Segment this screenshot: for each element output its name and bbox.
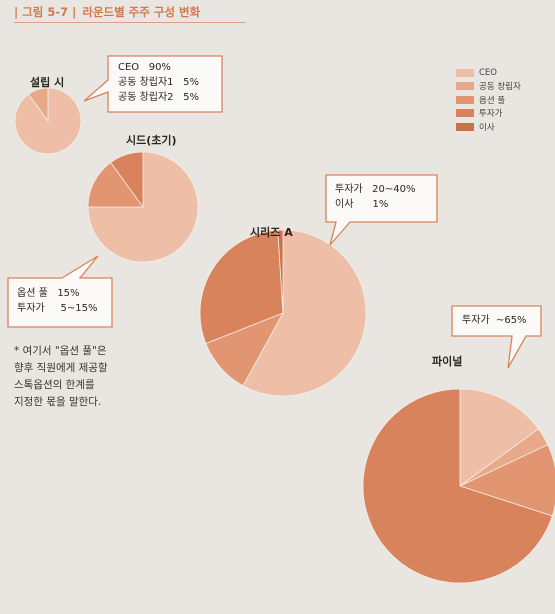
legend-label: 옵션 풀	[479, 95, 506, 106]
pie-title-final: 파이널	[432, 355, 463, 368]
callout-line: 공동 창립자2 5%	[118, 92, 199, 103]
pie-slice-3-CEO	[242, 229, 367, 397]
pie-slice-3-투자가	[199, 229, 284, 345]
figure-number: 그림 5-7	[22, 5, 69, 19]
pie-title-seed: 시드(초기)	[126, 134, 177, 147]
figure-title: | 그림 5-7 | 라운드별 주주 구성 변화	[14, 4, 200, 20]
legend-label: 투자가	[479, 109, 503, 120]
callout-line: 투자가 ~65%	[462, 315, 527, 326]
pie-title-founding: 설립 시	[30, 76, 65, 89]
legend-swatch	[456, 68, 474, 77]
pie-slice-2-투자가	[110, 151, 144, 209]
legend-item-investor: 투자가	[456, 107, 521, 121]
legend-swatch	[456, 109, 474, 118]
footnote-line: 지정한 몫을 말한다.	[14, 396, 102, 408]
legend-swatch	[456, 122, 474, 131]
pie-slice-4-옵션-풀	[458, 444, 555, 517]
footnote-line: 향후 직원에게 제공할	[14, 362, 108, 374]
figure-title-text: 라운드별 주주 구성 변화	[82, 5, 201, 19]
callout-line: 이사 1%	[335, 199, 389, 210]
footnote: * 여기서 "옵션 풀"은 향후 직원에게 제공할 스톡옵션의 한계를 지정한 …	[14, 343, 108, 411]
legend-item-option-pool: 옵션 풀	[456, 93, 521, 107]
callout-founding-text: CEO 90% 공동 창립자1 5% 공동 창립자2 5%	[118, 60, 199, 105]
title-separator: |	[72, 5, 77, 19]
callout-series-a-text: 투자가 20~40% 이사 1%	[335, 182, 415, 212]
callout-founding-box	[83, 55, 223, 113]
legend-item-director: 이사	[456, 120, 521, 134]
callout-line: 투자가 5~15%	[17, 303, 98, 314]
legend-swatch	[456, 95, 474, 104]
callout-seed-text: 옵션 풀 15% 투자가 5~15%	[17, 286, 97, 316]
callout-line: 투자가 20~40%	[335, 184, 416, 195]
pie-slice-3-이사	[277, 229, 284, 314]
callout-line: 옵션 풀 15%	[17, 288, 80, 299]
pie-slice-1-공동-창립자	[28, 87, 49, 123]
legend-label: CEO	[479, 67, 497, 78]
legend-label: 공동 창립자	[479, 82, 521, 93]
legend-swatch	[456, 82, 474, 91]
pie-slice-2-옵션-풀	[87, 161, 144, 208]
pie-slice-4-투자가	[362, 388, 553, 584]
footnote-line: 스톡옵션의 한계를	[14, 379, 95, 391]
callout-final-text: 투자가 ~65%	[462, 313, 527, 328]
footnote-line: * 여기서 "옵션 풀"은	[14, 345, 107, 357]
legend-item-cofounder: 공동 창립자	[456, 80, 521, 94]
legend-item-ceo: CEO	[456, 66, 521, 80]
callout-line: 공동 창립자1 5%	[118, 77, 199, 88]
pie-slice-4-CEO	[459, 388, 540, 487]
title-rule	[14, 22, 246, 23]
callout-seed-box	[7, 255, 113, 328]
legend: CEO 공동 창립자 옵션 풀 투자가 이사	[456, 66, 521, 134]
pie-title-series-a: 시리즈 A	[250, 226, 293, 239]
callout-line: CEO 90%	[118, 62, 171, 73]
legend-label: 이사	[479, 122, 495, 133]
callout-series-a-box	[325, 174, 438, 246]
title-bar: |	[14, 5, 19, 19]
callout-final-box	[451, 305, 542, 369]
